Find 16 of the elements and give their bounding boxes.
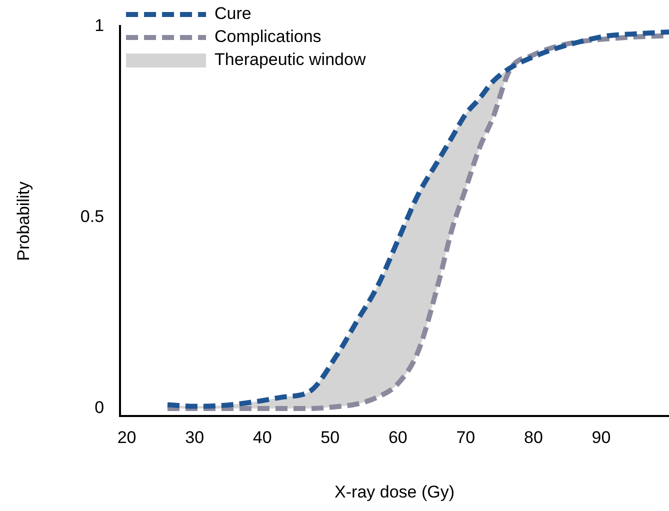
x-tick-label: 50 [320,428,340,448]
x-tick-label: 30 [185,428,204,448]
x-axis-title: X-ray dose (Gy) [334,482,455,502]
y-tick-label: 1 [94,16,104,35]
legend-label: Therapeutic window [214,50,366,70]
x-tick-label: 40 [252,428,272,448]
y-tick-label: 0 [94,398,104,418]
legend-label: Cure [214,4,252,24]
x-tick-label: 70 [456,428,476,448]
y-axis-title: Probability [14,181,33,261]
x-tick-label: 60 [388,428,408,448]
legend-label: Complications [214,27,322,46]
x-tick-label: 20 [117,428,136,448]
y-tick-label: 0.5 [80,207,104,226]
x-tick-label: 90 [592,428,611,448]
x-tick-label: 80 [524,428,543,448]
